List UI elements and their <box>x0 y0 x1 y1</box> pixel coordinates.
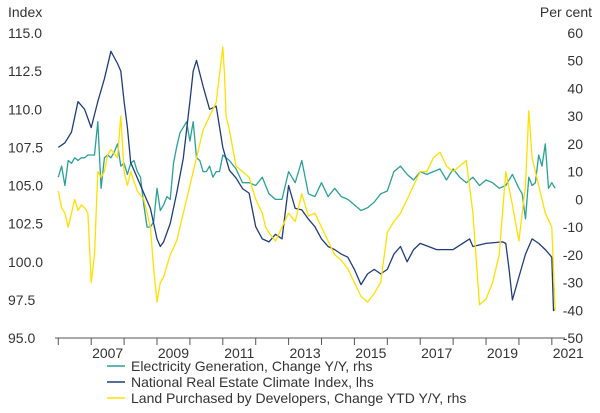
right-tick-label: 0 <box>575 191 583 207</box>
legend-label: Electricity Generation, Change Y/Y, rhs <box>131 358 373 374</box>
legend-label: National Real Estate Climate Index, lhs <box>131 374 374 390</box>
right-tick-label: 20 <box>567 136 583 152</box>
right-tick-label: -30 <box>563 275 583 291</box>
left-tick-label: 112.5 <box>8 63 42 79</box>
series-line-3 <box>57 46 556 311</box>
right-tick-label: 50 <box>567 53 583 69</box>
left-axis-title: Index <box>8 4 42 20</box>
x-tick-label: 2013 <box>289 345 320 361</box>
x-tick-label: 2011 <box>224 345 254 361</box>
x-axis: 2007 2009 2011 2013 2015 2017 2019 2021 <box>55 337 584 361</box>
right-tick-label: 10 <box>567 164 583 180</box>
right-tick-label: 40 <box>567 80 583 96</box>
left-tick-label: 107.5 <box>8 139 43 155</box>
x-tick-label: 2007 <box>92 345 123 361</box>
left-tick-label: 115.0 <box>8 25 42 41</box>
left-tick-label: 105.0 <box>8 178 43 194</box>
left-axis-ticks: 95.0 97.5 100.0 102.5 105.0 107.5 110.0 112.5 11… <box>8 25 43 346</box>
series-layer <box>57 46 556 312</box>
right-tick-label: -20 <box>563 247 583 263</box>
x-tick-label: 2015 <box>355 345 386 361</box>
left-tick-label: 102.5 <box>8 216 43 232</box>
x-tick-label: 2021 <box>553 345 584 361</box>
right-tick-label: -40 <box>563 302 583 318</box>
left-tick-label: 95.0 <box>8 330 35 346</box>
left-tick-label: 100.0 <box>8 254 43 270</box>
left-tick-label: 97.5 <box>8 292 35 308</box>
x-tick-label: 2019 <box>487 345 518 361</box>
left-tick-label: 110.0 <box>8 101 42 117</box>
legend: Electricity Generation, Change Y/Y, rhsN… <box>107 358 466 406</box>
x-tick-label: 2017 <box>421 345 452 361</box>
right-axis-title: Per cent <box>540 4 592 20</box>
right-tick-label: 60 <box>567 25 583 41</box>
x-tick-label: 2009 <box>158 345 189 361</box>
series-line-2 <box>57 50 556 312</box>
right-axis-ticks: -50 -40 -30 -20 -10 0 10 20 30 40 50 60 <box>563 25 583 346</box>
series-line-1 <box>57 121 556 228</box>
right-tick-label: -10 <box>563 219 583 235</box>
right-tick-label: 30 <box>567 108 583 124</box>
legend-label: Land Purchased by Developers, Change YTD… <box>131 390 466 406</box>
right-tick-label: -50 <box>563 330 583 346</box>
